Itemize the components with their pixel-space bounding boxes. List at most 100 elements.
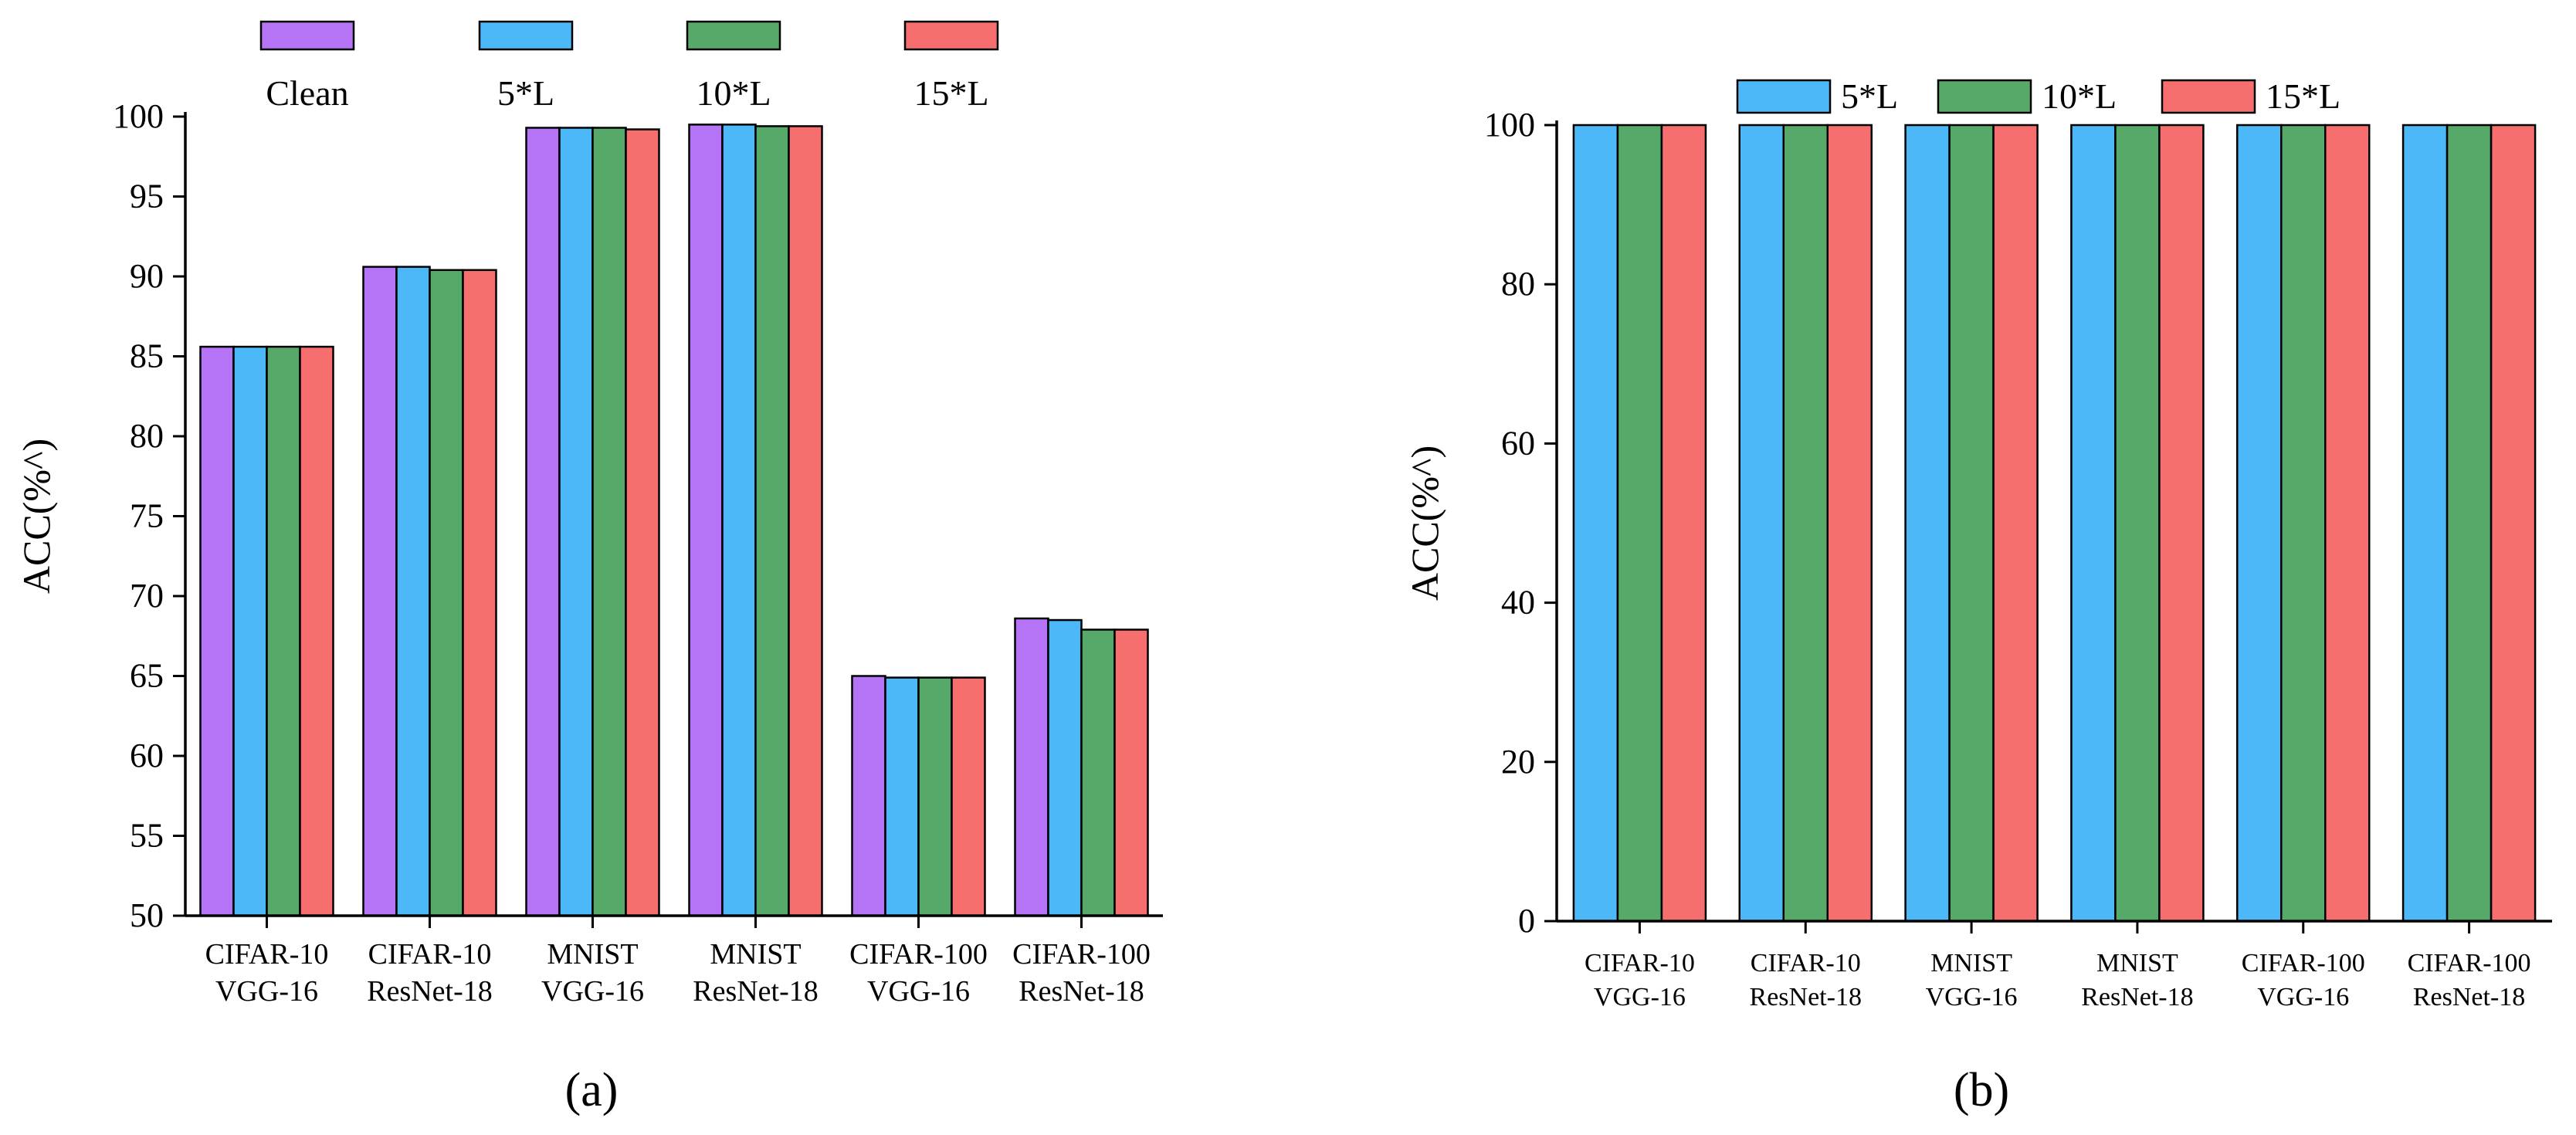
- panel-label: (b): [1954, 1064, 2009, 1116]
- bar-l5-3: [2070, 124, 2117, 923]
- y-tick-label-10: 100: [113, 97, 164, 135]
- bar-l5-5: [2401, 124, 2449, 923]
- x-tick-label-model-3: ResNet-18: [693, 975, 819, 1008]
- bar-l10-5: [2446, 124, 2493, 923]
- bar-l5-4: [2236, 124, 2283, 923]
- y-tick-label-3: 60: [1501, 424, 1535, 462]
- bar-l5-2: [1904, 124, 1951, 923]
- bar-clean-4: [851, 675, 886, 917]
- legend-item-l15: 15*L: [2161, 76, 2340, 116]
- y-tick-label-7: 85: [130, 337, 164, 375]
- bar-l10-3: [754, 125, 790, 917]
- legend-item-l5: 5*L: [478, 20, 574, 113]
- legend-swatch-l5: [1736, 79, 1832, 114]
- legend-label-l15: 15*L: [913, 73, 988, 113]
- legend-item-l10: 10*L: [686, 20, 781, 113]
- bar-l10-1: [1782, 124, 1829, 923]
- x-tick-label-dataset-4: CIFAR-100: [849, 938, 988, 971]
- legend-label-l5: 5*L: [497, 73, 554, 113]
- bar-l5-0: [232, 345, 268, 917]
- legend-label-l10: 10*L: [2042, 76, 2117, 116]
- legend-label-clean: Clean: [266, 73, 348, 113]
- legend-item-l10: 10*L: [1937, 76, 2117, 116]
- bar-clean-5: [1014, 617, 1049, 917]
- legend-item-clean: Clean: [259, 20, 355, 113]
- legend-swatch-l15: [2161, 79, 2256, 114]
- bar-l10-2: [591, 127, 627, 917]
- bar-l5-4: [884, 676, 920, 917]
- x-tick-label-dataset-0: CIFAR-10: [205, 938, 329, 971]
- bar-l15-3: [788, 125, 823, 917]
- x-tick-label-dataset-2: MNIST: [1930, 949, 2012, 977]
- bar-l5-1: [1738, 124, 1785, 923]
- bar-l15-0: [299, 345, 334, 917]
- x-tick-label-model-4: VGG-16: [867, 975, 970, 1008]
- x-tick-label-model-3: ResNet-18: [2081, 983, 2193, 1011]
- x-tick-label-model-5: ResNet-18: [1019, 975, 1144, 1008]
- y-tick-label-2: 60: [130, 737, 164, 774]
- y-tick-label-3: 65: [130, 657, 164, 695]
- y-tick-label-6: 80: [130, 417, 164, 455]
- x-tick-label-model-0: VGG-16: [215, 975, 318, 1008]
- bar-l10-0: [1616, 124, 1663, 923]
- y-tick-label-4: 70: [130, 577, 164, 615]
- bar-l10-1: [429, 269, 464, 917]
- x-tick-label-model-2: VGG-16: [541, 975, 644, 1008]
- y-tick-label-5: 100: [1484, 106, 1535, 144]
- bar-l5-5: [1047, 618, 1083, 917]
- bar-l10-4: [2280, 124, 2327, 923]
- bar-clean-2: [525, 127, 561, 917]
- bar-l15-1: [1826, 124, 1873, 923]
- y-tick-label-8: 90: [130, 257, 164, 295]
- x-tick-label-dataset-1: CIFAR-10: [368, 938, 492, 971]
- y-tick-label-0: 50: [130, 896, 164, 934]
- legend-swatch-l10: [686, 20, 781, 51]
- x-tick-label-dataset-0: CIFAR-10: [1585, 949, 1695, 977]
- bar-l5-0: [1572, 124, 1619, 923]
- legend-label-l5: 5*L: [1841, 76, 1898, 116]
- y-tick-label-9: 95: [130, 178, 164, 215]
- y-tick-label-4: 80: [1501, 265, 1535, 303]
- x-tick-label-dataset-4: CIFAR-100: [2242, 949, 2365, 977]
- legend-item-l5: 5*L: [1736, 76, 1898, 116]
- bar-l15-3: [2158, 124, 2205, 923]
- legend-label-l15: 15*L: [2266, 76, 2340, 116]
- x-tick-label-dataset-5: CIFAR-100: [1012, 938, 1151, 971]
- bar-l15-4: [2324, 124, 2371, 923]
- x-tick-label-dataset-1: CIFAR-10: [1751, 949, 1861, 977]
- y-tick-label-5: 75: [130, 497, 164, 535]
- bar-l10-5: [1080, 628, 1116, 917]
- x-tick-label-dataset-3: MNIST: [710, 938, 801, 971]
- y-axis-title: ACC(%^): [1403, 446, 1446, 601]
- bar-l5-3: [721, 124, 757, 917]
- bar-clean-1: [362, 266, 398, 917]
- bar-l5-2: [558, 127, 594, 917]
- legend-swatch-l15: [903, 20, 999, 51]
- x-tick-label-model-2: VGG-16: [1926, 983, 2018, 1011]
- legend-label-l10: 10*L: [696, 73, 771, 113]
- x-tick-label-model-5: ResNet-18: [2413, 983, 2525, 1011]
- bar-clean-3: [688, 124, 724, 917]
- legend-swatch-l10: [1937, 79, 2032, 114]
- bar-l15-5: [2490, 124, 2537, 923]
- bar-l15-0: [1660, 124, 1707, 923]
- bar-l10-0: [266, 345, 301, 917]
- bar-clean-0: [199, 345, 235, 917]
- legend: 5*L 10*L 15*L: [1736, 76, 2340, 116]
- y-tick-label-2: 40: [1501, 584, 1535, 622]
- bar-l10-2: [1948, 124, 1995, 923]
- bar-l5-1: [395, 266, 431, 917]
- legend-swatch-clean: [259, 20, 355, 51]
- y-tick-label-1: 20: [1501, 743, 1535, 781]
- bar-l15-2: [625, 128, 660, 917]
- bar-l15-2: [1992, 124, 2039, 923]
- x-tick-label-model-0: VGG-16: [1594, 983, 1686, 1011]
- panel-label: (a): [565, 1064, 619, 1116]
- bar-l15-4: [951, 676, 986, 917]
- chart-panel-a: CIFAR-10 VGG-16 CIFAR-10 ResNet-18 MNIST VGG-…: [15, 20, 1163, 1116]
- legend-item-l15: 15*L: [903, 20, 999, 113]
- legend-swatch-l5: [478, 20, 574, 51]
- x-tick-label-model-1: ResNet-18: [1750, 983, 1862, 1011]
- x-tick-label-dataset-2: MNIST: [547, 938, 638, 971]
